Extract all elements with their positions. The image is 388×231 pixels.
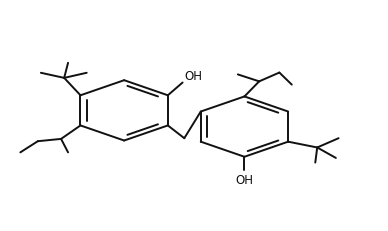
Text: OH: OH bbox=[184, 70, 202, 83]
Text: OH: OH bbox=[236, 173, 253, 186]
